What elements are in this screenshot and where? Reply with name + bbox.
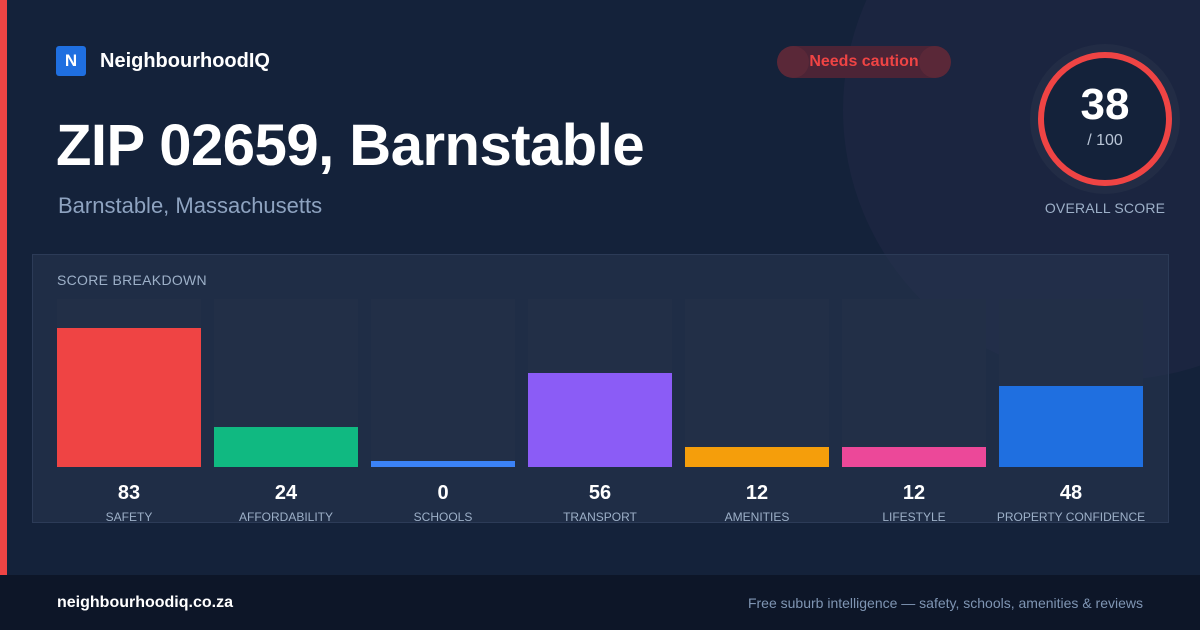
bar-track	[371, 299, 515, 467]
page-subtitle: Barnstable, Massachusetts	[58, 193, 323, 218]
bar-lifestyle	[842, 447, 986, 467]
bar-affordability	[214, 427, 358, 467]
bar-value-label: 83	[118, 482, 140, 504]
bar-safety	[57, 328, 201, 467]
overall-score-max: / 100	[1087, 132, 1123, 149]
bar-category-label: AFFORDABILITY	[239, 510, 333, 524]
bar-value-label: 56	[589, 482, 611, 504]
bar-category-label: AMENITIES	[725, 510, 790, 524]
status-badge: Needs caution	[777, 46, 951, 78]
accent-bar	[0, 0, 7, 575]
bar-track	[842, 299, 986, 467]
bar-schools	[371, 461, 515, 467]
bar-value-label: 12	[746, 482, 768, 504]
score-breakdown-title: SCORE BREAKDOWN	[57, 272, 207, 288]
bar-track	[685, 299, 829, 467]
bar-category-label: SCHOOLS	[414, 510, 473, 524]
footer: neighbourhoodiq.co.za Free suburb intell…	[0, 575, 1200, 630]
bar-value-label: 12	[903, 482, 925, 504]
bar-amenities	[685, 447, 829, 467]
bar-transport	[528, 373, 672, 467]
bar-category-label: SAFETY	[106, 510, 153, 524]
bar-property-confidence	[999, 386, 1143, 467]
bar-value-label: 0	[437, 482, 448, 504]
status-badge-label: Needs caution	[809, 53, 919, 70]
brand-logo-icon: N	[56, 46, 86, 76]
footer-tagline: Free suburb intelligence — safety, schoo…	[747, 595, 1143, 611]
bar-category-label: TRANSPORT	[563, 510, 637, 524]
score-breakdown-panel: SCORE BREAKDOWN 83 SAFETY 24 AFFORDABILITY 0…	[32, 254, 1169, 524]
page-title: ZIP 02659, Barnstable	[56, 113, 645, 178]
brand-name: NeighbourhoodIQ	[100, 49, 270, 72]
bar-value-label: 48	[1060, 482, 1082, 504]
bar-value-label: 24	[275, 482, 298, 504]
overall-score-value: 38	[1080, 80, 1130, 129]
bar-category-label: PROPERTY CONFIDENCE	[997, 510, 1145, 524]
overall-score-ring: 38 / 100	[1028, 42, 1182, 196]
overall-score-label: OVERALL SCORE	[1044, 200, 1166, 216]
score-breakdown-chart: 83 SAFETY 24 AFFORDABILITY 0 SCHOOLS 56 TRANSPO…	[57, 299, 1145, 524]
footer-url: neighbourhoodiq.co.za	[57, 594, 233, 611]
score-ring-icon	[1030, 44, 1180, 194]
brand: N NeighbourhoodIQ	[56, 46, 270, 76]
bar-category-label: LIFESTYLE	[882, 510, 945, 524]
